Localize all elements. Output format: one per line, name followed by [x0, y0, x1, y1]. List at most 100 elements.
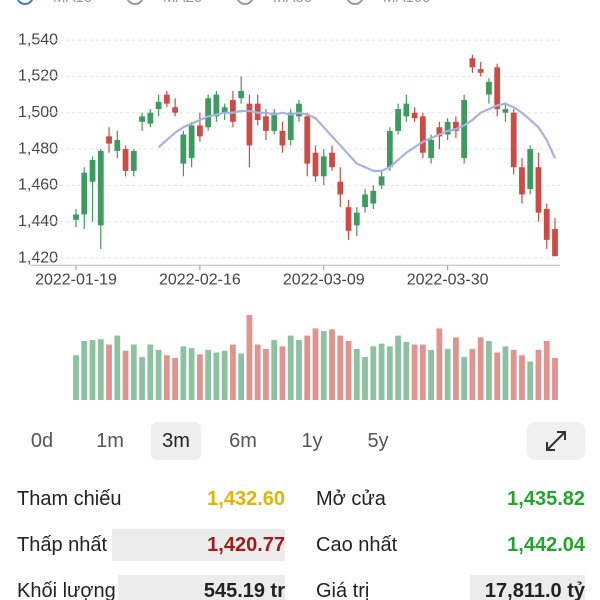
- volume-bar: [172, 357, 178, 400]
- candle-body: [477, 69, 484, 73]
- legend-label: MA10: [53, 0, 92, 6]
- volume-bar: [477, 337, 484, 400]
- stat-label: Tham chiếu: [17, 488, 122, 510]
- candle-body: [353, 212, 360, 226]
- candle-body: [543, 208, 550, 240]
- period-button-selected[interactable]: 3m: [151, 422, 201, 460]
- candle-body: [114, 139, 121, 151]
- volume-bar: [329, 329, 335, 400]
- candle-body: [494, 67, 501, 110]
- volume-bar: [543, 340, 550, 400]
- volume-bar: [403, 341, 410, 400]
- period-button[interactable]: 0d: [30, 430, 54, 452]
- candle-body: [147, 112, 154, 124]
- period-button[interactable]: 6m: [229, 430, 257, 452]
- volume-bar: [535, 349, 542, 400]
- candle-body: [73, 214, 79, 220]
- row-shade: [470, 575, 585, 600]
- candle-body: [196, 125, 203, 137]
- volume-bar: [122, 350, 129, 400]
- x-tick-label: 2022-01-19: [35, 272, 117, 289]
- volume-bar: [461, 357, 468, 400]
- candle-body: [221, 107, 228, 113]
- volume-bar: [395, 335, 401, 400]
- period-bar: 0d 1m 3m 6m 1y 5y: [0, 422, 600, 462]
- legend-label: MA20: [163, 0, 202, 6]
- candle-body: [502, 109, 509, 113]
- volume-bar: [155, 349, 162, 400]
- volume-bar: [552, 357, 558, 400]
- candle-body: [461, 100, 468, 159]
- candle-body: [89, 159, 96, 182]
- volume-bar: [378, 343, 385, 400]
- volume-bar: [428, 349, 435, 400]
- volume-bar: [130, 344, 137, 400]
- expand-button[interactable]: [527, 422, 585, 460]
- ma-line: [157, 102, 557, 172]
- stat-label: Khối lượng: [17, 580, 116, 600]
- candle-body: [535, 167, 542, 213]
- candle-body: [279, 130, 286, 146]
- candle-body: [106, 136, 112, 144]
- candle-body: [130, 150, 137, 171]
- candle-body: [312, 152, 319, 177]
- volume-bar: [386, 346, 393, 400]
- candle-body: [386, 130, 393, 168]
- candle-body: [486, 81, 492, 95]
- stats-row: Tham chiếu 1,432.60 Mở cửa 1,435.82: [0, 483, 600, 523]
- volume-bar: [196, 354, 203, 400]
- expand-icon: [546, 431, 566, 451]
- period-button[interactable]: 1m: [96, 430, 124, 452]
- stat-label: Mở cửa: [316, 488, 386, 510]
- legend-radio: [126, 0, 144, 5]
- volume-bar: [353, 349, 360, 400]
- stat-value: 17,811.0 tỷ: [484, 580, 585, 600]
- volume-bar: [469, 349, 476, 400]
- volume-bar: [362, 357, 368, 400]
- candle-body: [444, 121, 451, 135]
- candle-body: [304, 116, 311, 164]
- volume-bar: [296, 340, 302, 400]
- candle-body: [287, 112, 294, 140]
- volume-bar: [279, 346, 286, 400]
- volume-bar: [527, 361, 534, 400]
- volume-bar: [89, 340, 96, 400]
- volume-bar: [312, 328, 319, 400]
- volume-bar: [370, 346, 377, 400]
- candle-body: [271, 112, 278, 131]
- stat-value: 545.19 tr: [203, 580, 285, 600]
- row-shade: [112, 529, 285, 561]
- chart: MA10MA20MA50MA1001,4201,4401,4601,4801,5…: [16, 0, 560, 400]
- period-button[interactable]: 5y: [367, 430, 389, 452]
- candle-body: [230, 100, 236, 122]
- candle-body: [419, 116, 426, 153]
- volume-bar: [213, 352, 220, 400]
- candle-body: [163, 94, 170, 104]
- candle-body: [378, 176, 385, 186]
- x-tick-label: 2022-03-30: [407, 272, 489, 289]
- x-tick-label: 2022-03-09: [283, 272, 365, 289]
- stat-label: Giá trị: [316, 580, 370, 600]
- legend-radio: [16, 0, 34, 5]
- x-tick-label: 2022-02-16: [159, 272, 241, 289]
- volume-bar: [106, 344, 112, 400]
- candle-body: [180, 134, 187, 164]
- legend-radio: [236, 0, 254, 5]
- volume-bar: [139, 357, 145, 400]
- candle-body: [246, 103, 253, 146]
- volume-bar: [510, 349, 517, 400]
- volume-bar: [180, 346, 187, 400]
- candle-body: [213, 94, 220, 117]
- volume-bar: [419, 344, 426, 400]
- candle-body: [205, 98, 212, 128]
- volume-bar: [486, 340, 492, 400]
- candle-body: [188, 125, 195, 159]
- candle-body: [428, 139, 435, 159]
- period-button[interactable]: 1y: [301, 430, 323, 452]
- volume-bar: [519, 355, 525, 400]
- stat-value: 1,442.04: [507, 534, 585, 556]
- volume-bar: [502, 346, 509, 400]
- candle-body: [510, 112, 517, 168]
- volume-bar: [221, 350, 228, 400]
